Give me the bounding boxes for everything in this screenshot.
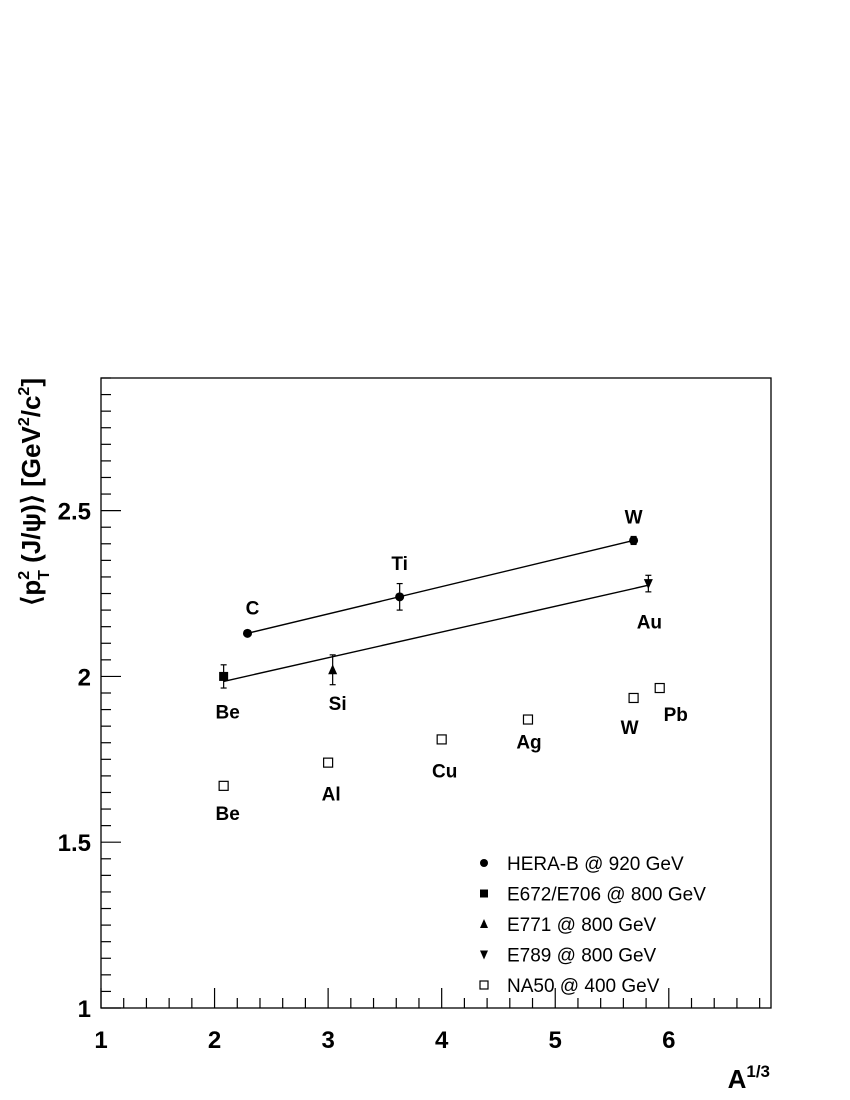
legend-entry: HERA-B @ 920 GeV: [507, 854, 684, 875]
legend-entry: E771 @ 800 GeV: [507, 915, 657, 936]
x-axis-title: A1/3: [728, 1062, 770, 1094]
y-title-part-0: ⟨p: [16, 580, 46, 606]
point-label: C: [246, 598, 260, 619]
x-tick-label: 1: [94, 1027, 107, 1054]
point-label: Cu: [432, 761, 457, 782]
point-label: W: [621, 718, 639, 739]
data-point-circle-filled: [629, 535, 639, 545]
point-label: Pb: [664, 705, 688, 726]
legend-entry: E789 @ 800 GeV: [507, 946, 657, 967]
point-label: Al: [322, 785, 341, 806]
x-tick-label: 6: [662, 1027, 675, 1054]
legend-marker: [480, 859, 488, 867]
data-point-square-open: [628, 692, 639, 704]
point-label: Ag: [516, 733, 541, 754]
plot-frame: [100, 377, 772, 1009]
x-axis-title-sup: 1/3: [746, 1062, 770, 1081]
y-title-part-1: 2: [16, 571, 33, 580]
error-bars: [220, 535, 652, 689]
data-point-triangle-down-filled: [643, 579, 653, 590]
point-label: Be: [215, 702, 239, 723]
data-points: [218, 535, 665, 791]
x-tick-label: 4: [435, 1027, 449, 1054]
axis-ticks: [100, 377, 761, 1009]
legend-marker: [480, 919, 488, 928]
x-tick-label: 2: [208, 1027, 221, 1054]
point-label: Be: [215, 804, 239, 825]
y-title-part-4: 2: [16, 417, 33, 426]
y-title-part-3: (J/ψ)⟩ [GeV: [16, 426, 46, 571]
point-label: W: [625, 507, 643, 528]
x-tick-label: 5: [549, 1027, 562, 1054]
y-title-part-5: /c: [16, 396, 46, 418]
data-point-square-open: [654, 682, 665, 694]
legend-entry: NA50 @ 400 GeV: [507, 976, 660, 997]
legend-marker: [480, 889, 488, 898]
y-title-part-7: ]: [16, 378, 46, 387]
data-point-circle-filled: [242, 628, 252, 638]
data-point-circle-filled: [395, 592, 405, 602]
point-annotations: C Ti W Be Si Au Be Al Cu Ag W Pb: [215, 507, 687, 824]
data-point-square-filled: [219, 671, 229, 681]
data-point-square-open: [436, 734, 447, 745]
y-title-part-6: 2: [16, 387, 33, 396]
y-tick-label: 1.5: [58, 830, 91, 857]
data-point-triangle-up-filled: [328, 664, 338, 675]
y-axis-title: ⟨p2 T (J/ψ)⟩ [GeV2/c2]: [16, 378, 53, 606]
fit-line-0: [247, 539, 634, 634]
axis-tick-labels: 1 2 3 4 5 6 1 1.5 2 2.5: [58, 499, 676, 1054]
point-label: Si: [329, 694, 347, 715]
point-label: Au: [637, 613, 662, 634]
x-tick-label: 3: [321, 1027, 334, 1054]
legend-marker: [479, 980, 489, 990]
y-title-part-2: T: [36, 570, 53, 580]
legend: HERA-B @ 920 GeV E672/E706 @ 800 GeV E771 …: [479, 854, 706, 997]
fit-line-1: [223, 584, 649, 683]
y-tick-label: 2.5: [58, 499, 91, 526]
fit-lines: [223, 539, 649, 683]
point-label: Ti: [391, 554, 408, 575]
legend-entry: E672/E706 @ 800 GeV: [507, 885, 706, 906]
y-tick-label: 2: [78, 664, 91, 691]
y-tick-label: 1: [78, 996, 91, 1023]
plot-area-border: [100, 377, 772, 1009]
data-point-square-open: [522, 714, 534, 725]
x-axis-title-main: A: [728, 1064, 747, 1094]
data-point-square-open: [323, 757, 334, 768]
legend-marker: [480, 950, 488, 960]
data-point-square-open: [218, 780, 229, 791]
